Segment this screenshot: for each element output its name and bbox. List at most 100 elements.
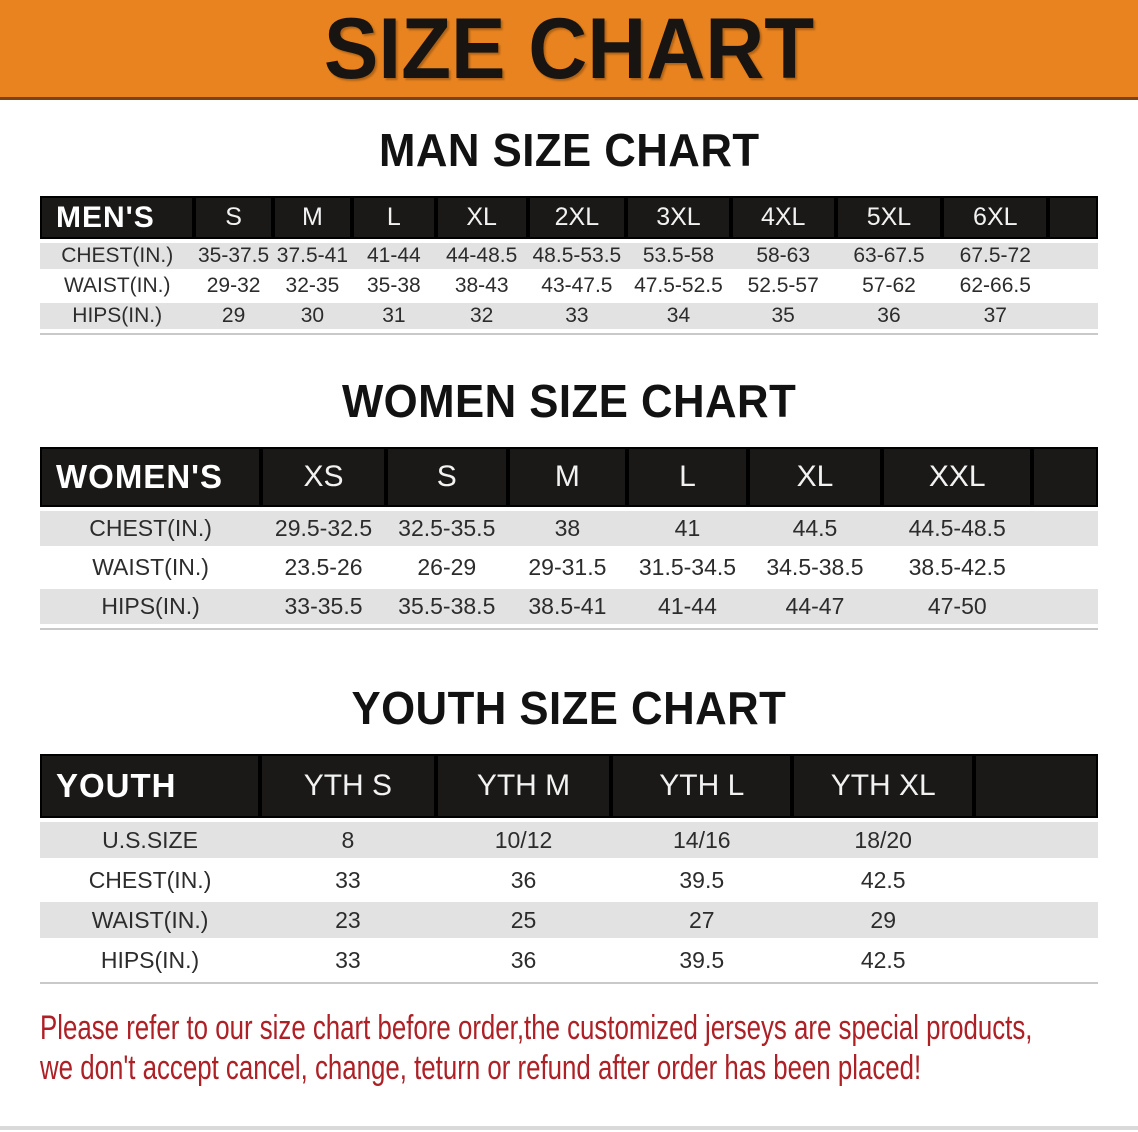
column-header: 3XL bbox=[626, 196, 731, 243]
row-label: WAIST(IN.) bbox=[40, 900, 261, 942]
men-chart-title-text: MAN SIZE CHART bbox=[378, 124, 760, 176]
size-value-cell: 37 bbox=[942, 301, 1049, 333]
banner-title: SIZE CHART bbox=[323, 0, 815, 97]
size-value-cell: 34 bbox=[626, 301, 731, 333]
size-value-cell: 38.5-42.5 bbox=[882, 548, 1033, 589]
row-label: CHEST(IN.) bbox=[40, 860, 261, 902]
size-value-cell: 43-47.5 bbox=[527, 271, 627, 303]
row-label: WAIST(IN.) bbox=[40, 271, 195, 303]
column-header: YTH XL bbox=[792, 754, 975, 822]
size-value-cell: 29 bbox=[194, 301, 273, 333]
spacer-cell bbox=[1048, 241, 1098, 273]
spacer-cell bbox=[1032, 509, 1098, 550]
size-value-cell: 62-66.5 bbox=[942, 271, 1049, 303]
size-table: MEN'S S M L XL 2XL 3XL 4XL 5XL 6XL CHEST(IN.) 35-37… bbox=[40, 196, 1098, 333]
size-value-cell: 27 bbox=[611, 900, 793, 942]
table-title-cell: MEN'S bbox=[40, 196, 195, 243]
spacer-cell bbox=[1032, 548, 1098, 589]
column-header: YTH L bbox=[611, 754, 793, 822]
size-value-cell: 39.5 bbox=[611, 940, 793, 982]
size-value-cell: 33-35.5 bbox=[261, 587, 386, 628]
size-value-cell: 38 bbox=[507, 509, 628, 550]
size-value-cell: 41-44 bbox=[352, 241, 436, 273]
size-value-cell: 47.5-52.5 bbox=[626, 271, 731, 303]
column-header: 6XL bbox=[942, 196, 1049, 243]
table-row: WAIST(IN.) 29-32 32-35 35-38 38-43 43-47.5 47.… bbox=[40, 271, 1098, 303]
header-row: YOUTH YTH S YTH M YTH L YTH XL bbox=[40, 754, 1098, 822]
women-size-table: WOMEN'S XS S M L XL XXL CHEST(IN.) 29.5-32.5 32.5… bbox=[40, 447, 1098, 630]
size-value-cell: 37.5-41 bbox=[272, 241, 353, 273]
size-value-cell: 31.5-34.5 bbox=[627, 548, 748, 589]
size-chart-banner: SIZE CHART bbox=[0, 0, 1138, 100]
size-value-cell: 52.5-57 bbox=[730, 271, 836, 303]
table-row: WAIST(IN.) 23 25 27 29 bbox=[40, 900, 1098, 942]
row-label: WAIST(IN.) bbox=[40, 548, 262, 589]
size-value-cell: 32.5-35.5 bbox=[385, 509, 508, 550]
disclaimer: Please refer to our size chart before or… bbox=[40, 1008, 1138, 1088]
spacer-cell bbox=[974, 754, 1098, 822]
men-size-table: MEN'S S M L XL 2XL 3XL 4XL 5XL 6XL CHEST(IN.) 35-37… bbox=[40, 196, 1098, 335]
youth-size-table: YOUTH YTH S YTH M YTH L YTH XL U.S.SIZE 8 10/12… bbox=[40, 754, 1098, 984]
size-value-cell: 35 bbox=[730, 301, 836, 333]
row-label: HIPS(IN.) bbox=[40, 587, 262, 628]
size-value-cell: 39.5 bbox=[611, 860, 793, 902]
disclaimer-line-1: Please refer to our size chart before or… bbox=[40, 1009, 1033, 1047]
column-header: XS bbox=[261, 447, 386, 511]
spacer-cell bbox=[1048, 271, 1098, 303]
column-header: S bbox=[385, 447, 508, 511]
table-row: CHEST(IN.) 35-37.5 37.5-41 41-44 44-48.5 48.5… bbox=[40, 241, 1098, 273]
spacer-cell bbox=[974, 860, 1098, 902]
size-value-cell: 63-67.5 bbox=[835, 241, 943, 273]
size-value-cell: 42.5 bbox=[792, 860, 975, 902]
size-table: YOUTH YTH S YTH M YTH L YTH XL U.S.SIZE 8 10/12… bbox=[40, 754, 1098, 982]
size-value-cell: 53.5-58 bbox=[626, 241, 731, 273]
column-header: XXL bbox=[882, 447, 1033, 511]
men-chart-title: MAN SIZE CHART bbox=[0, 124, 1138, 176]
size-value-cell: 44.5 bbox=[747, 509, 883, 550]
size-value-cell: 34.5-38.5 bbox=[747, 548, 883, 589]
size-value-cell: 36 bbox=[435, 860, 612, 902]
size-value-cell: 23 bbox=[260, 900, 436, 942]
size-value-cell: 42.5 bbox=[792, 940, 975, 982]
size-value-cell: 48.5-53.5 bbox=[527, 241, 627, 273]
size-value-cell: 44.5-48.5 bbox=[882, 509, 1033, 550]
size-value-cell: 58-63 bbox=[730, 241, 836, 273]
row-label: CHEST(IN.) bbox=[40, 509, 262, 550]
size-value-cell: 8 bbox=[260, 820, 436, 862]
size-value-cell: 41 bbox=[627, 509, 748, 550]
spacer-cell bbox=[1032, 447, 1098, 511]
youth-chart-title: YOUTH SIZE CHART bbox=[0, 682, 1138, 734]
size-value-cell: 41-44 bbox=[627, 587, 748, 628]
size-value-cell: 38.5-41 bbox=[507, 587, 628, 628]
column-header: 5XL bbox=[835, 196, 943, 243]
table-row: CHEST(IN.) 29.5-32.5 32.5-35.5 38 41 44.5 44.5… bbox=[40, 509, 1098, 550]
table-row: HIPS(IN.) 33 36 39.5 42.5 bbox=[40, 940, 1098, 982]
size-value-cell: 35.5-38.5 bbox=[385, 587, 508, 628]
size-value-cell: 36 bbox=[835, 301, 943, 333]
size-value-cell: 33 bbox=[260, 940, 436, 982]
size-value-cell: 31 bbox=[352, 301, 436, 333]
size-value-cell: 29.5-32.5 bbox=[261, 509, 386, 550]
size-value-cell: 35-37.5 bbox=[194, 241, 273, 273]
size-value-cell: 47-50 bbox=[882, 587, 1033, 628]
size-value-cell: 32 bbox=[435, 301, 528, 333]
size-value-cell: 44-48.5 bbox=[435, 241, 528, 273]
row-label: CHEST(IN.) bbox=[40, 241, 195, 273]
spacer-cell bbox=[1048, 196, 1098, 243]
size-value-cell: 29-32 bbox=[194, 271, 273, 303]
spacer-cell bbox=[1032, 587, 1098, 628]
size-value-cell: 29-31.5 bbox=[507, 548, 628, 589]
header-row: WOMEN'S XS S M L XL XXL bbox=[40, 447, 1098, 511]
youth-chart-title-text: YOUTH SIZE CHART bbox=[351, 682, 787, 734]
size-value-cell: 35-38 bbox=[352, 271, 436, 303]
row-label: HIPS(IN.) bbox=[40, 940, 261, 982]
column-header: XL bbox=[747, 447, 883, 511]
size-value-cell: 18/20 bbox=[792, 820, 975, 862]
column-header: 2XL bbox=[527, 196, 627, 243]
table-row: HIPS(IN.) 29 30 31 32 33 34 35 36 37 bbox=[40, 301, 1098, 333]
women-size-chart-section: WOMEN SIZE CHART WOMEN'S XS S M L XL XXL CHEST(… bbox=[0, 375, 1138, 630]
size-value-cell: 10/12 bbox=[435, 820, 612, 862]
size-value-cell: 67.5-72 bbox=[942, 241, 1049, 273]
column-header: YTH S bbox=[260, 754, 436, 822]
spacer-cell bbox=[974, 940, 1098, 982]
